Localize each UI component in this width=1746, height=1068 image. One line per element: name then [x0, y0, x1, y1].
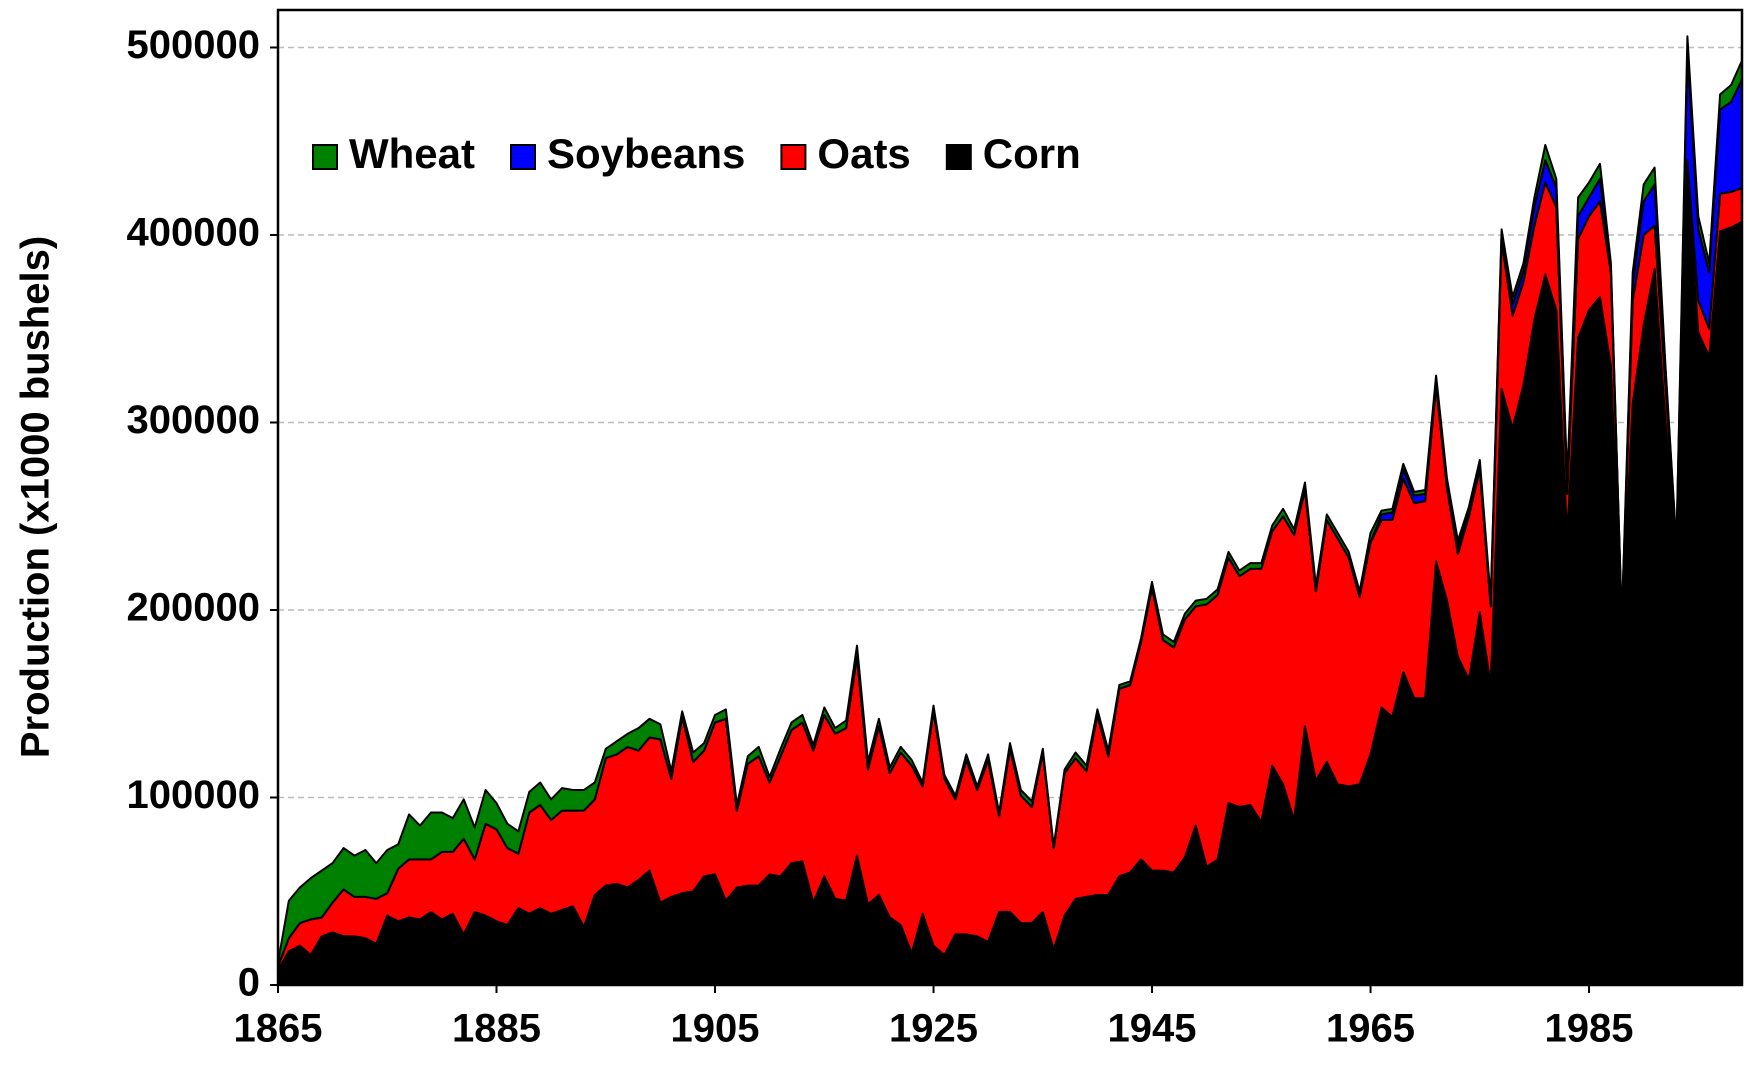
legend-label: Oats	[817, 130, 910, 177]
x-tick-label: 1865	[234, 1007, 323, 1051]
x-tick-label: 1925	[889, 1007, 978, 1051]
x-tick-label: 1905	[671, 1007, 760, 1051]
y-tick-label: 400000	[127, 211, 260, 255]
legend-swatch	[780, 144, 807, 170]
x-tick-label: 1945	[1108, 1007, 1197, 1051]
legend-label: Wheat	[349, 130, 475, 177]
y-tick-label: 200000	[127, 586, 260, 630]
x-tick-label: 1985	[1545, 1007, 1634, 1051]
legend-swatch	[510, 144, 536, 170]
plot-frame	[276, 8, 1744, 987]
y-tick-label: 300000	[127, 398, 260, 442]
legend-label: Soybeans	[547, 130, 745, 177]
x-tick-label: 1885	[452, 1007, 541, 1051]
y-axis-label: Production (x1000 bushels)	[14, 236, 58, 758]
legend-swatch	[312, 144, 338, 170]
y-tick-label: 0	[238, 961, 260, 1005]
legend-swatch	[945, 144, 972, 170]
y-tick-label: 500000	[127, 23, 260, 67]
legend-label: Corn	[983, 130, 1081, 177]
y-tick-label: 100000	[127, 773, 260, 817]
x-tick-label: 1965	[1326, 1007, 1415, 1051]
